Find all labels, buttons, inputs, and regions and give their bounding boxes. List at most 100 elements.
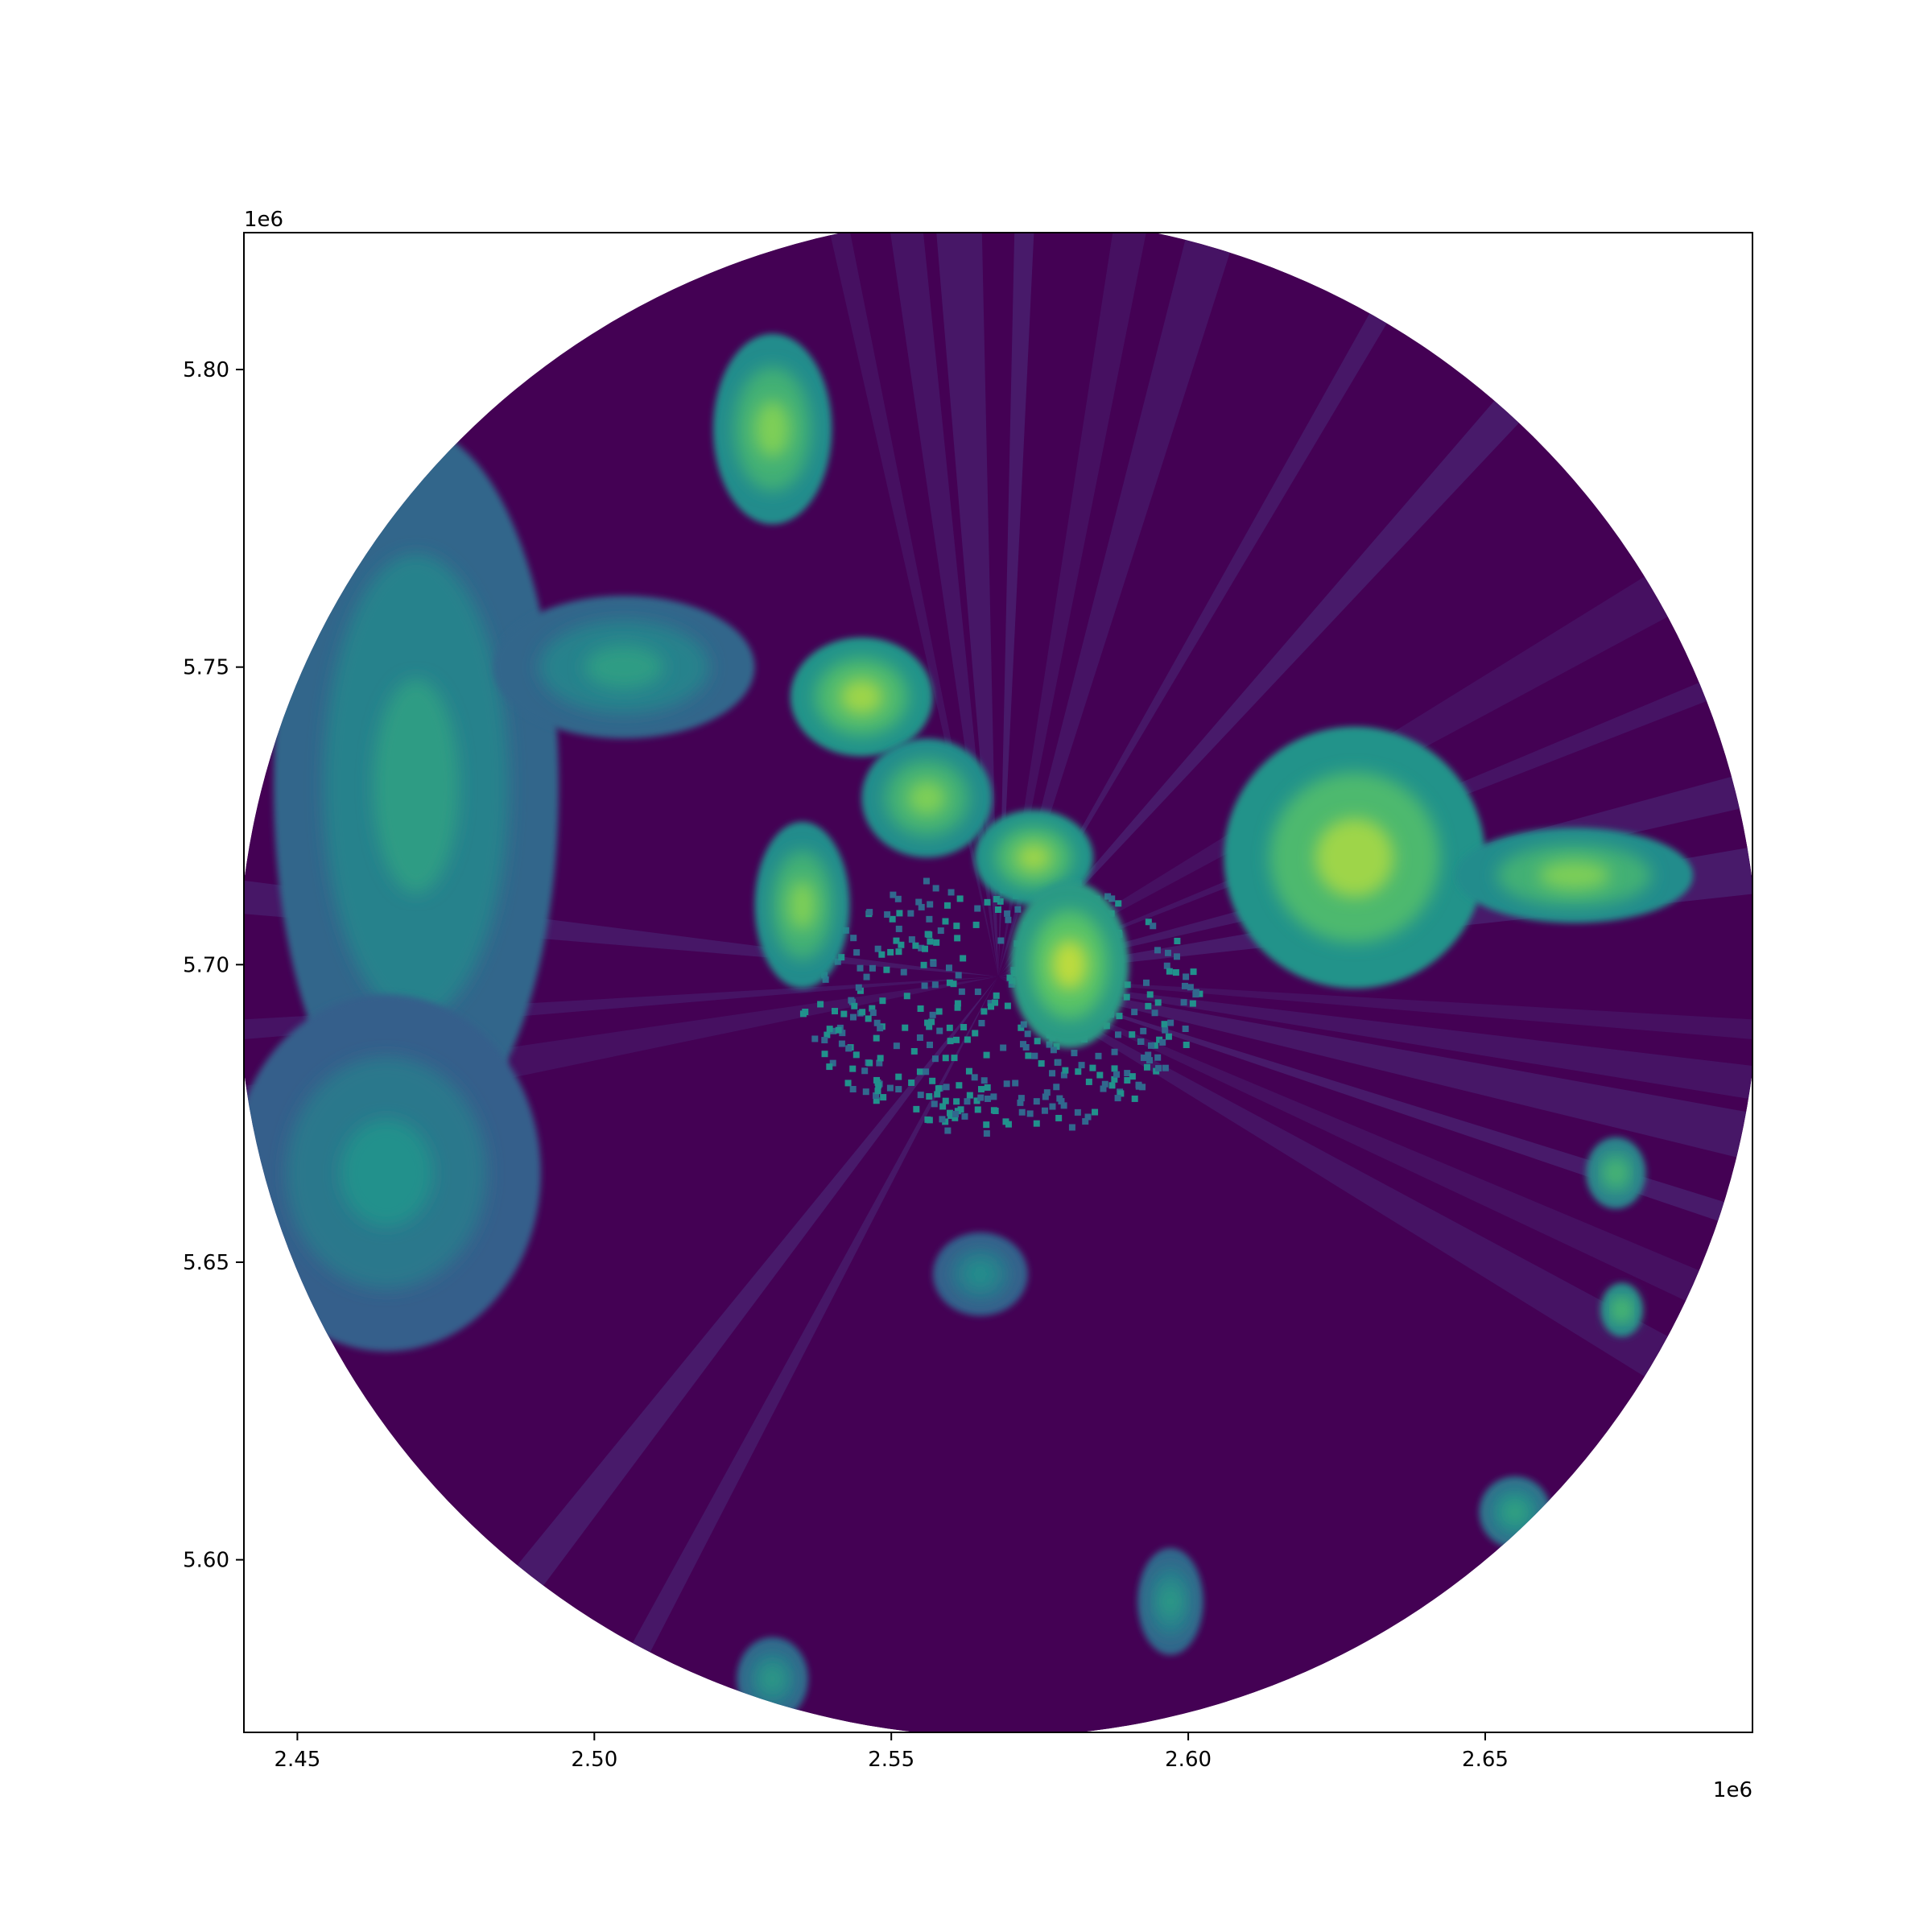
clutter-pixel <box>855 984 862 991</box>
clutter-pixel <box>1137 1038 1145 1046</box>
clutter-pixel <box>1005 1121 1012 1128</box>
clutter-pixel <box>960 1024 968 1031</box>
clutter-pixel <box>873 1019 881 1026</box>
clutter-pixel <box>1172 968 1179 976</box>
clutter-pixel <box>1162 1064 1169 1071</box>
clutter-pixel <box>1116 1013 1123 1020</box>
clutter-pixel <box>1038 1060 1045 1067</box>
clutter-pixel <box>1004 910 1011 917</box>
clutter-pixel <box>915 898 923 906</box>
clutter-pixel <box>907 910 914 917</box>
beam-artifact <box>998 976 1668 1377</box>
clutter-pixel <box>1095 1052 1102 1059</box>
clutter-pixel <box>844 1080 852 1087</box>
clutter-pixel <box>903 993 910 1000</box>
clutter-pixel <box>898 941 905 948</box>
precipitation-echoes <box>244 333 1694 1721</box>
clutter-pixel <box>1189 1000 1196 1007</box>
clutter-pixel <box>832 1008 839 1015</box>
y-tick-label: 5.75 <box>183 656 229 680</box>
clutter-pixel <box>830 1027 837 1034</box>
clutter-pixel <box>955 972 962 979</box>
clutter-pixel <box>931 981 939 989</box>
clutter-pixel <box>875 1082 882 1089</box>
clutter-pixel <box>1180 999 1187 1006</box>
clutter-pixel <box>849 1065 857 1072</box>
clutter-pixel <box>1129 1031 1136 1038</box>
clutter-pixel <box>1108 1082 1116 1089</box>
clutter-pixel <box>929 1077 936 1084</box>
clutter-pixel <box>1131 1095 1138 1102</box>
clutter-pixel <box>1100 1085 1107 1092</box>
clutter-pixel <box>821 1037 828 1044</box>
clutter-pixel <box>943 902 951 909</box>
clutter-pixel <box>877 1025 884 1032</box>
clutter-pixel <box>1003 1080 1010 1088</box>
clutter-pixel <box>893 937 900 944</box>
clutter-pixel <box>1026 1110 1034 1117</box>
clutter-pixel <box>1034 1038 1041 1045</box>
clutter-pixel <box>1111 1075 1118 1083</box>
clutter-pixel <box>1173 953 1180 960</box>
clutter-pixel <box>1082 1118 1089 1125</box>
clutter-pixel <box>987 1000 994 1007</box>
clutter-pixel <box>1096 1071 1104 1079</box>
beam-artifact <box>998 233 1035 977</box>
echo-core-cell <box>1009 881 1129 1048</box>
clutter-pixel <box>1115 900 1122 907</box>
clutter-pixel <box>900 968 907 976</box>
clutter-pixel <box>918 944 925 952</box>
clutter-pixel <box>902 1024 909 1031</box>
y-tick-label: 5.80 <box>183 358 229 382</box>
clutter-pixel <box>985 1095 992 1102</box>
y-offset-label: 1e6 <box>244 208 283 232</box>
clutter-pixel <box>1071 1050 1078 1057</box>
clutter-pixel <box>1145 1051 1152 1059</box>
clutter-pixel <box>1033 1098 1040 1105</box>
clutter-pixel <box>1085 1078 1092 1085</box>
clutter-pixel <box>1146 1057 1154 1064</box>
clutter-pixel <box>933 939 940 946</box>
clutter-pixel <box>1115 1031 1122 1038</box>
clutter-pixel <box>1163 962 1170 969</box>
clutter-pixel <box>1049 1070 1056 1077</box>
clutter-pixel <box>935 1085 942 1092</box>
plot-frame <box>243 232 1753 1733</box>
clutter-pixel <box>1050 1046 1057 1054</box>
clutter-pixel <box>1018 1024 1025 1031</box>
clutter-pixel <box>1145 919 1152 926</box>
clutter-pixel <box>954 1000 961 1007</box>
echo-south-cell-3 <box>737 1637 808 1721</box>
beam-artifact <box>998 233 1147 977</box>
clutter-pixel <box>926 1092 933 1100</box>
clutter-pixel <box>947 1038 954 1045</box>
clutter-pixel <box>974 989 981 996</box>
y-tick-label: 5.60 <box>183 1549 229 1573</box>
clutter-pixel <box>1140 1027 1147 1034</box>
clutter-pixel <box>931 1100 938 1108</box>
clutter-pixel <box>852 1051 860 1059</box>
clutter-pixel <box>918 903 925 910</box>
clutter-pixel <box>1154 1054 1162 1061</box>
clutter-pixel <box>977 1086 985 1093</box>
clutter-pixel <box>895 948 902 956</box>
clutter-pixel <box>1167 1019 1174 1026</box>
clutter-pixel <box>873 1092 880 1100</box>
y-tick-label: 5.70 <box>183 953 229 977</box>
clutter-pixel <box>973 1097 980 1104</box>
clutter-pixel <box>1075 1068 1082 1075</box>
clutter-pixel <box>1155 1065 1162 1072</box>
clutter-pixel <box>934 1091 941 1098</box>
clutter-pixel <box>1005 916 1012 923</box>
clutter-pixel <box>1108 895 1116 902</box>
clutter-pixel <box>983 1051 990 1059</box>
clutter-pixel <box>849 1086 857 1093</box>
clutter-pixel <box>1062 1067 1069 1074</box>
clutter-pixel <box>877 1055 884 1062</box>
clutter-pixel <box>1150 923 1157 930</box>
clutter-pixel <box>1114 1095 1121 1102</box>
beam-artifact <box>517 976 998 1586</box>
echo-southeast-cell-2 <box>1600 1282 1643 1337</box>
clutter-pixel <box>1058 1098 1065 1105</box>
clutter-pixel <box>1111 1065 1118 1072</box>
